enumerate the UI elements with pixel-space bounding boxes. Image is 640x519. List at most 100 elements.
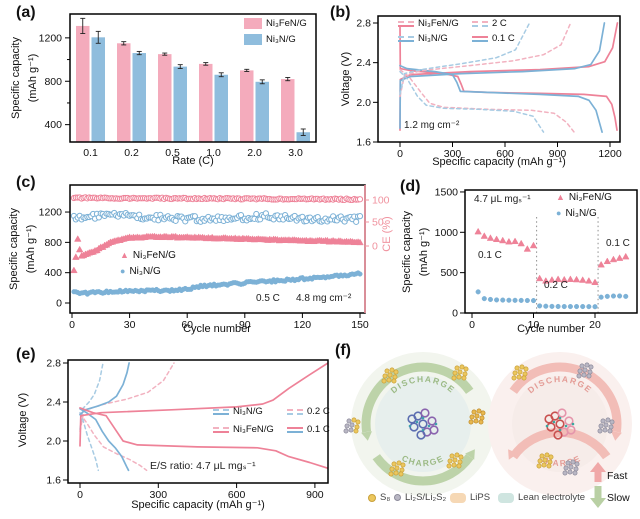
panel-a-tag: (a) [16,4,36,21]
panel-b-xlabel: Specific capacity (mAh g⁻¹) [432,156,566,168]
cluster-grey [600,418,606,424]
panel-d-region-1: 0.1 C [478,250,502,261]
cluster-s8 [388,471,394,477]
x-tick-label: 2.0 [247,147,262,159]
cluster-mixed [343,428,349,434]
solid-key [472,34,488,44]
curves [399,22,619,133]
cluster-s8 [396,460,402,466]
cluster-s8 [447,458,453,464]
panel-f-tag: (f) [335,342,351,359]
s8-dot-icon [368,493,376,502]
data-point-triangle [70,266,78,274]
cluster-grey [568,464,574,470]
data-point-circle [567,303,573,310]
panel-d-tag: (d) [400,178,421,195]
bar-Ni₃N/G [296,132,310,142]
blue-line-key [398,34,414,44]
cluster-s8 [536,463,542,469]
x-tick-label: 0 [397,148,403,160]
cluster-grey [562,470,568,476]
cluster-s8 [517,369,523,375]
cluster-grey [597,428,603,434]
solid-key [287,425,303,435]
cluster-orange [468,419,474,425]
data-point-circle [623,293,629,299]
curve-Ni3FeN/G-0.1C [79,362,328,447]
data-point-triangle [591,278,599,286]
molecule-ring [429,425,439,435]
data-point-circle [356,196,364,203]
x-tick-label: 0.5 [165,147,180,159]
data-point-circle [500,297,506,303]
x-tick-label: 1200 [598,148,622,160]
curve-Ni3N/G-2C [399,22,531,96]
cluster-grey [577,368,583,374]
blue-line-key [213,407,229,417]
molecule-ring [553,430,563,440]
cluster-grey [607,428,613,434]
panel-f: DISCHARGECHARGEDISCHARGECHARGE (f) S₈ Li… [330,340,640,519]
y-tick-label: 800 [44,237,62,249]
panel-a-legend-2: Ni₃N/G [244,34,296,45]
cluster-orange [474,413,480,419]
curve-Ni3N/G-0.2C [79,411,100,472]
cluster-orange [479,415,485,421]
arrowhead [508,449,518,460]
cluster-s8 [391,378,397,384]
data-point-triangle [505,237,513,245]
data-point-circle [487,296,493,302]
data-point-triangle [492,235,501,243]
molecule-atom [434,422,438,426]
data-point-circle [512,297,518,303]
cluster-grey [581,372,587,378]
cluster-s8 [382,373,388,379]
cluster-s8 [511,375,517,381]
cluster-s8 [398,471,404,477]
bar-Ni₃FeN/G [158,54,172,143]
legend-label: Ni₃N/G [418,33,448,44]
cluster-s8 [391,461,397,467]
data-point-circle [586,304,592,310]
cluster-s8 [399,467,405,473]
cluster-grey [579,363,585,369]
data-point-circle [356,213,364,220]
data-point-triangle [560,275,568,283]
x-tick-label: 900 [549,148,567,160]
cluster-grey [563,465,569,471]
cluster-s8 [519,364,525,370]
cluster-grey [586,373,592,379]
data-point-triangle [597,260,605,268]
cluster-s8 [539,453,545,459]
legend-label: 0.2 C [307,406,330,417]
panel-c-note-1: 0.5 C [256,293,280,304]
ce-tick-label: 50 [372,217,384,229]
panel-d-legend-2: ● Ni₃N/G [556,208,597,219]
pink-swatch [244,18,262,29]
legend-label: 0.1 C [492,33,515,44]
data-point-circle [475,289,481,295]
panel-b-tag: (b) [330,4,351,21]
cluster-orange [473,418,479,424]
data-point-triangle [499,236,507,244]
cluster-s8 [458,454,464,460]
cluster-grey [609,419,615,425]
cluster-grey [588,364,594,370]
cluster-mixed [354,424,360,430]
curve-Ni3N/G-0.1C [399,64,603,133]
cluster-s8 [392,374,398,380]
panel-c-legend-1: ▲ Ni₃FeN/G [120,250,176,261]
cluster-s8 [452,457,458,463]
molecule-atom [545,424,549,428]
curve-Ni3N/G-0.1C [79,362,130,416]
y-tick-label: 1.6 [356,137,371,149]
legend-label: Ni₃FeN/G [233,424,274,435]
x-tick-label: 30 [124,319,136,331]
molecule-ring [416,430,426,440]
fast-label: Fast [607,470,628,482]
cluster-mixed [351,417,357,423]
x-tick-label: 0.1 [83,147,98,159]
data-point-triangle [622,252,630,260]
pink-line-key [398,19,414,29]
arrowhead [361,431,372,441]
